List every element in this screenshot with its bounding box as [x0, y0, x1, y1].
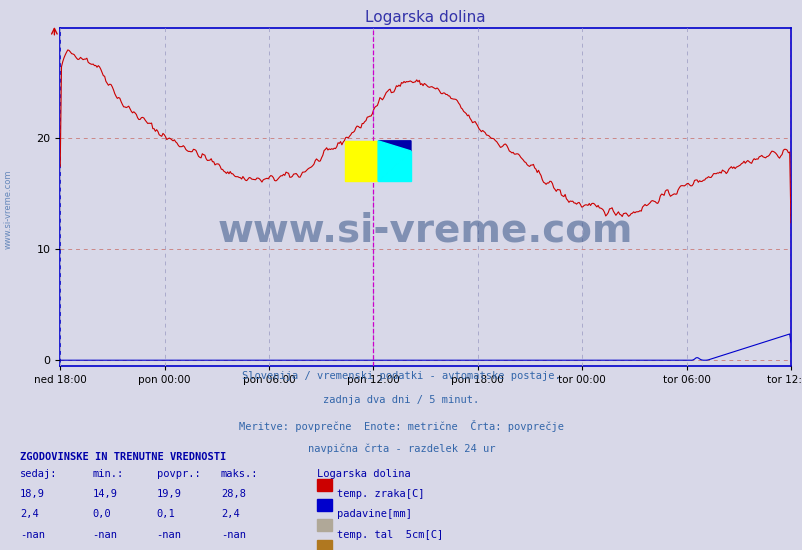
- Text: www.si-vreme.com: www.si-vreme.com: [217, 211, 633, 250]
- Text: Logarska dolina: Logarska dolina: [317, 469, 411, 478]
- Title: Logarska dolina: Logarska dolina: [365, 10, 485, 25]
- Text: www.si-vreme.com: www.si-vreme.com: [3, 169, 13, 249]
- Text: -nan: -nan: [20, 530, 45, 540]
- Text: povpr.:: povpr.:: [156, 469, 200, 478]
- Text: -nan: -nan: [92, 530, 117, 540]
- Polygon shape: [378, 151, 411, 182]
- FancyBboxPatch shape: [345, 141, 378, 182]
- Text: temp. tal  5cm[C]: temp. tal 5cm[C]: [337, 530, 443, 540]
- Text: -nan: -nan: [156, 530, 181, 540]
- Text: 19,9: 19,9: [156, 489, 181, 499]
- Text: 2,4: 2,4: [221, 509, 239, 519]
- Text: Meritve: povprečne  Enote: metrične  Črta: povprečje: Meritve: povprečne Enote: metrične Črta:…: [239, 420, 563, 432]
- Text: min.:: min.:: [92, 469, 124, 478]
- Text: temp. zraka[C]: temp. zraka[C]: [337, 489, 424, 499]
- Text: 2,4: 2,4: [20, 509, 38, 519]
- Polygon shape: [378, 141, 411, 151]
- Text: 18,9: 18,9: [20, 489, 45, 499]
- Text: navpična črta - razdelek 24 ur: navpična črta - razdelek 24 ur: [307, 444, 495, 454]
- Text: zadnja dva dni / 5 minut.: zadnja dva dni / 5 minut.: [323, 395, 479, 405]
- Text: padavine[mm]: padavine[mm]: [337, 509, 411, 519]
- Text: sedaj:: sedaj:: [20, 469, 58, 478]
- Text: 0,0: 0,0: [92, 509, 111, 519]
- Text: 14,9: 14,9: [92, 489, 117, 499]
- Polygon shape: [378, 141, 411, 182]
- Text: 28,8: 28,8: [221, 489, 245, 499]
- Text: 0,1: 0,1: [156, 509, 175, 519]
- Text: Slovenija / vremenski podatki - avtomatske postaje.: Slovenija / vremenski podatki - avtomats…: [242, 371, 560, 381]
- Text: ZGODOVINSKE IN TRENUTNE VREDNOSTI: ZGODOVINSKE IN TRENUTNE VREDNOSTI: [20, 452, 226, 462]
- Text: maks.:: maks.:: [221, 469, 258, 478]
- Text: -nan: -nan: [221, 530, 245, 540]
